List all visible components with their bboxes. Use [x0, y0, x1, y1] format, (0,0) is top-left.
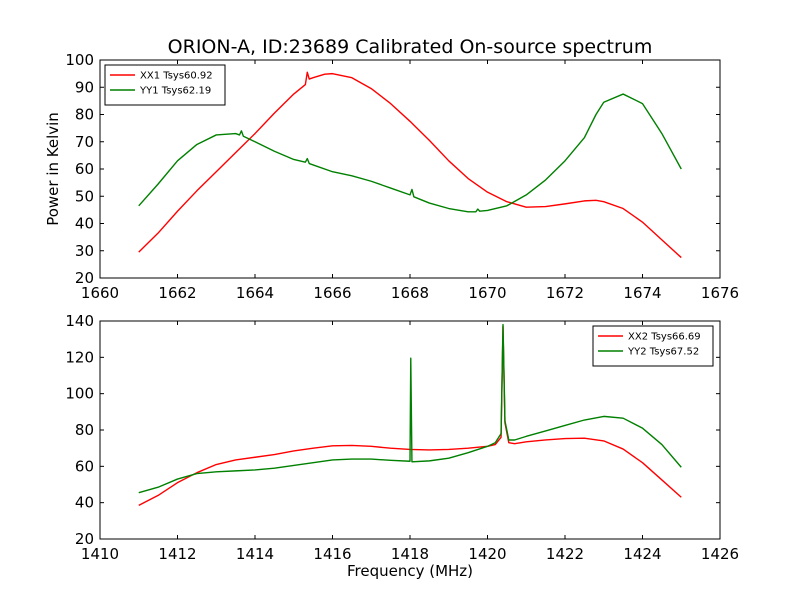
y-tick-label: 100 — [65, 51, 94, 69]
spectrum-panel-bottom: 1410 1412 1414 1416 1418 1420 1422 1424 1426 20 40… — [65, 312, 739, 563]
x-tick-label: 1416 — [313, 545, 351, 563]
x-tick-label: 1426 — [701, 545, 739, 563]
series-line-1 — [138, 325, 682, 507]
series-line-2 — [138, 323, 682, 494]
legend-label: XX2 Tsys66.69 — [628, 332, 701, 343]
x-axis-label: Frequency (MHz) — [347, 562, 473, 580]
y-tick-label: 70 — [75, 133, 94, 151]
y-tick-label: 40 — [75, 215, 94, 233]
spectrum-panel-top: 1660 1662 1664 1666 1668 1670 1672 1674 1676 20 30… — [65, 51, 739, 302]
y-axis-label: Power in Kelvin — [44, 112, 62, 226]
legend-label: YY2 Tsys67.52 — [627, 347, 699, 358]
legend-box — [592, 325, 714, 367]
x-tick-label: 1422 — [546, 545, 584, 563]
x-tick-label: 1670 — [468, 284, 506, 302]
y-tick-label: 40 — [75, 494, 94, 512]
y-tick-label: 20 — [75, 530, 94, 548]
y-tick-label: 20 — [75, 269, 94, 287]
x-tick-label: 1674 — [623, 284, 661, 302]
y-tick-label: 60 — [75, 457, 94, 475]
y-tick-label: 50 — [75, 187, 94, 205]
x-tick-label: 1668 — [391, 284, 429, 302]
x-tick-label: 1420 — [468, 545, 506, 563]
y-tick-label: 60 — [75, 160, 94, 178]
legend: XX2 Tsys66.69 YY2 Tsys67.52 — [592, 325, 714, 367]
y-tick-label: 90 — [75, 78, 94, 96]
x-tick-label: 1660 — [81, 284, 119, 302]
x-tick-label: 1666 — [313, 284, 351, 302]
chart-title: ORION-A, ID:23689 Calibrated On-source s… — [168, 36, 653, 58]
y-tick-label: 30 — [75, 242, 94, 260]
series-line-1 — [138, 71, 682, 259]
x-tick-label: 1676 — [701, 284, 739, 302]
x-tick-label: 1412 — [158, 545, 196, 563]
legend-label: XX1 Tsys60.92 — [140, 71, 213, 82]
x-tick-label: 1664 — [236, 284, 274, 302]
series-line-2 — [138, 93, 682, 213]
y-tick-label: 100 — [65, 385, 94, 403]
y-tick-label: 120 — [65, 348, 94, 366]
legend-box — [104, 64, 226, 106]
x-tick-label: 1662 — [158, 284, 196, 302]
legend: XX1 Tsys60.92 YY1 Tsys62.19 — [104, 64, 226, 106]
x-tick-label: 1424 — [623, 545, 661, 563]
legend-label: YY1 Tsys62.19 — [139, 86, 211, 97]
x-tick-label: 1418 — [391, 545, 429, 563]
y-tick-label: 80 — [75, 421, 94, 439]
x-tick-label: 1672 — [546, 284, 584, 302]
y-tick-label: 80 — [75, 106, 94, 124]
x-tick-label: 1410 — [81, 545, 119, 563]
y-tick-label: 140 — [65, 312, 94, 330]
x-tick-label: 1414 — [236, 545, 274, 563]
